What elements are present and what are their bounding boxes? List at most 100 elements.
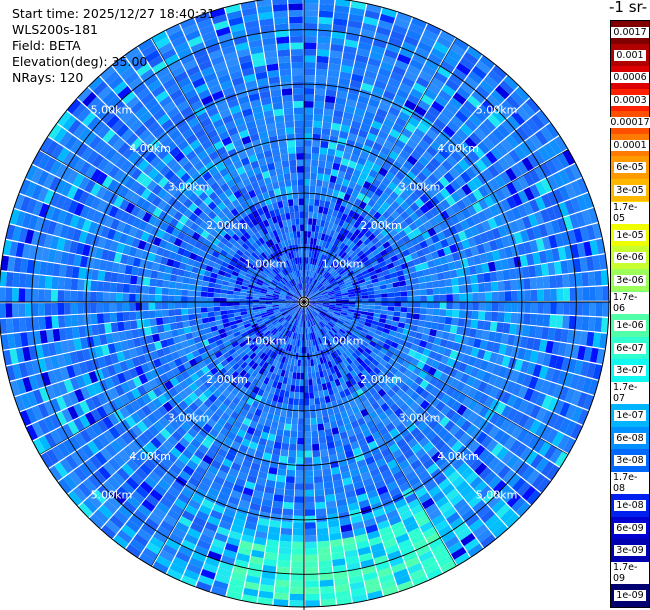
ppi-gate-cell (323, 234, 330, 242)
ppi-gate-cell (404, 216, 414, 226)
ppi-gate-cell (299, 327, 302, 334)
ppi-gate-cell (183, 270, 192, 278)
ppi-gate-cell (473, 358, 483, 369)
ppi-gate-cell (310, 312, 316, 318)
ppi-gate-cell (417, 122, 430, 134)
ppi-gate-cell (428, 244, 437, 253)
ppi-gate-cell (151, 195, 162, 207)
ppi-gate-cell (111, 100, 126, 114)
ppi-gate-cell (90, 313, 98, 325)
ppi-gate-cell (32, 389, 44, 405)
ppi-gate-cell (465, 453, 478, 467)
ppi-gate-cell (150, 437, 162, 449)
ppi-gate-cell (314, 365, 319, 373)
ppi-gate-cell (333, 350, 340, 358)
ppi-gate-cell (124, 330, 133, 340)
ppi-gate-cell (516, 428, 529, 443)
ppi-gate-cell (333, 18, 348, 27)
ppi-gate-cell (471, 310, 479, 320)
ppi-gate-cell (473, 444, 486, 458)
ppi-gate-cell (410, 391, 420, 402)
ppi-gate-cell (472, 415, 484, 428)
ppi-gate-cell (290, 358, 295, 366)
ppi-gate-cell (306, 257, 309, 264)
ppi-gate-cell (313, 289, 319, 295)
ppi-gate-cell (295, 476, 304, 484)
ppi-gate-cell (272, 307, 280, 311)
ppi-gate-cell (276, 573, 290, 581)
ppi-gate-cell (516, 106, 531, 122)
ppi-gate-cell (589, 347, 599, 363)
ppi-gate-cell (235, 204, 244, 213)
ppi-gate-cell (38, 153, 51, 170)
ppi-gate-cell (533, 438, 546, 453)
ppi-gate-cell (152, 207, 163, 218)
ppi-gate-cell (96, 199, 108, 213)
ppi-gate-cell (498, 366, 508, 378)
ppi-gate-cell (233, 294, 240, 299)
ppi-gate-cell (220, 359, 229, 368)
ppi-gate-cell (538, 441, 552, 457)
ppi-gate-cell (442, 483, 455, 496)
ppi-gate-cell (329, 532, 342, 541)
ppi-gate-cell (327, 76, 339, 85)
ppi-gate-cell (211, 250, 220, 258)
ppi-gate-cell (494, 260, 503, 271)
ppi-gate-cell (308, 277, 311, 284)
ppi-gate-cell (367, 57, 382, 68)
ppi-gate-cell (278, 296, 286, 299)
ppi-gate-cell (210, 481, 223, 492)
ppi-gate-cell (18, 273, 27, 288)
ppi-gate-cell (367, 330, 375, 337)
ppi-gate-cell (305, 574, 319, 581)
ppi-gate-cell (173, 189, 184, 201)
ppi-gate-cell (316, 179, 323, 187)
ppi-gate-cell (316, 55, 329, 64)
ppi-gate-cell (383, 90, 396, 101)
ppi-gate-cell (31, 167, 44, 184)
ppi-gate-cell (351, 352, 359, 360)
ppi-gate-cell (309, 319, 314, 327)
ppi-gate-cell (82, 348, 91, 361)
ppi-gate-cell (113, 195, 124, 208)
ppi-gate-cell (413, 289, 421, 296)
ppi-gate-cell (453, 37, 469, 51)
ppi-gate-cell (360, 123, 371, 133)
ppi-gate-cell (259, 295, 266, 298)
ppi-gate-cell (330, 281, 338, 286)
ppi-gate-cell (446, 436, 459, 449)
ppi-gate-cell (570, 197, 582, 213)
ppi-gate-cell (148, 310, 156, 319)
ppi-gate-cell (385, 112, 398, 123)
ppi-gate-cell (460, 449, 473, 462)
ppi-gate-cell (280, 319, 286, 325)
ppi-gate-cell (504, 368, 514, 381)
ppi-gate-cell (321, 363, 326, 371)
ppi-gate-cell (306, 327, 309, 334)
ppi-gate-cell (399, 427, 410, 438)
ppi-gate-cell (460, 420, 472, 432)
ppi-gate-cell (282, 321, 288, 327)
ppi-gate-cell (84, 165, 97, 179)
ppi-gate-cell (407, 438, 419, 449)
ppi-gate-cell (305, 600, 320, 607)
ppi-gate-cell (262, 281, 270, 287)
ppi-gate-cell (288, 450, 297, 458)
ppi-gate-cell (311, 251, 315, 258)
ppi-gate-cell (305, 561, 318, 568)
ppi-gate-cell (258, 237, 266, 245)
ppi-gate-cell (468, 518, 484, 533)
ppi-gate-cell (245, 325, 253, 332)
ppi-gate-cell (333, 479, 344, 488)
ppi-gate-cell (365, 334, 374, 341)
ppi-gate-cell (335, 97, 347, 106)
ppi-gate-cell (553, 399, 565, 415)
ppi-gate-cell (313, 345, 318, 353)
ppi-gate-cell (124, 71, 140, 86)
ppi-gate-cell (308, 205, 314, 212)
ppi-gate-cell (283, 495, 294, 503)
ppi-gate-cell (155, 287, 163, 295)
ppi-gate-cell (506, 408, 518, 422)
ppi-gate-cell (359, 282, 367, 287)
ppi-gate-cell (269, 350, 275, 358)
